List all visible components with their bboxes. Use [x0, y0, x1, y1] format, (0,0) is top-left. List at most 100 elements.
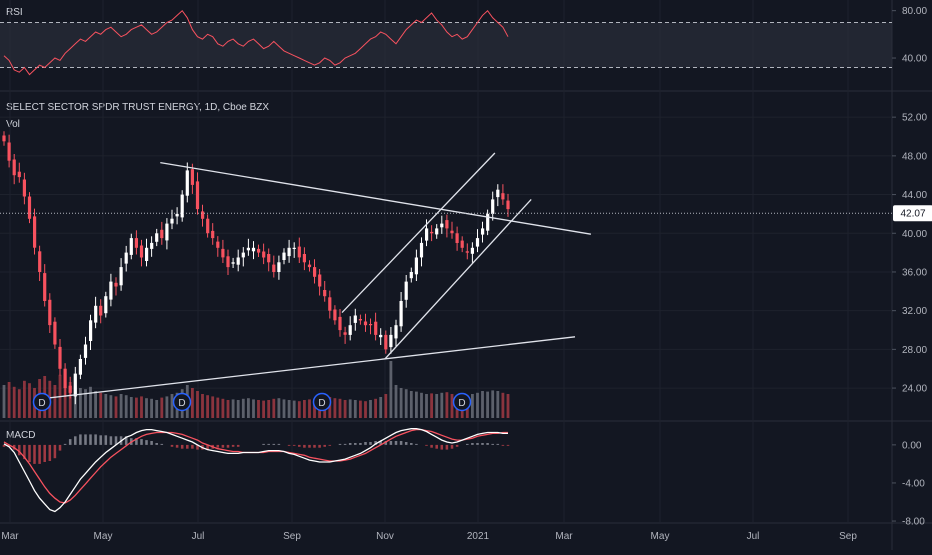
- volume-bar: [129, 397, 133, 418]
- price-tick-label: 24.00: [902, 384, 927, 395]
- volume-bar: [124, 395, 128, 418]
- candle-body: [145, 247, 149, 261]
- candle-body: [257, 248, 261, 253]
- price-tick-label: 32.00: [902, 306, 927, 317]
- dividend-marker-label: D: [458, 398, 465, 409]
- volume-bar: [501, 392, 505, 418]
- candle-body: [343, 332, 347, 335]
- volume-bar: [496, 391, 500, 418]
- volume-bar: [430, 393, 433, 418]
- candle-body: [241, 252, 245, 258]
- candle-body: [246, 247, 250, 251]
- volume-bar: [262, 400, 265, 418]
- candle-body: [348, 325, 352, 335]
- candle-body: [302, 254, 306, 263]
- volume-bar: [404, 389, 408, 418]
- last-price-badge: [893, 205, 932, 222]
- volume-bar: [135, 397, 138, 418]
- macd-pane: MACD: [6, 430, 35, 441]
- candle-body: [465, 251, 469, 253]
- candle-body: [43, 273, 47, 301]
- volume-bar: [348, 399, 352, 418]
- volume-bar: [216, 397, 220, 418]
- candle-body: [83, 344, 88, 358]
- candle-body: [180, 194, 184, 218]
- candle-body: [251, 247, 256, 252]
- volume-bar: [491, 390, 495, 418]
- dividend-marker-circle: [172, 392, 192, 412]
- volume-bar: [104, 394, 108, 418]
- rsi-pane: RSI: [6, 7, 23, 18]
- rsi-band: [0, 22, 892, 68]
- dividend-marker-label: D: [38, 398, 45, 409]
- volume-bar: [506, 394, 510, 418]
- volume-bar: [226, 400, 230, 418]
- candle-body: [333, 309, 337, 321]
- candle-body: [12, 159, 16, 176]
- candle-body: [475, 238, 480, 247]
- candle-body: [369, 324, 373, 326]
- candle-body: [430, 231, 434, 234]
- candle-body: [231, 262, 235, 264]
- price-tick-label: 52.00: [902, 113, 927, 124]
- candle-body: [338, 316, 342, 331]
- volume-bar: [374, 398, 377, 418]
- volume-bar: [486, 391, 489, 418]
- volume-bar: [445, 392, 449, 418]
- candle-body: [358, 319, 362, 321]
- candle-body: [155, 233, 159, 242]
- volume-bar: [308, 399, 311, 418]
- candle-body: [440, 223, 444, 228]
- volume-bar: [282, 399, 286, 418]
- dividend-marker-circle: [32, 392, 52, 412]
- candle-body: [491, 199, 495, 214]
- volume-bar: [23, 380, 26, 418]
- volume-bar: [17, 389, 21, 418]
- candle-body: [73, 373, 77, 397]
- macd-tick-label: -8.00: [902, 517, 925, 528]
- volume-bar: [425, 394, 428, 418]
- candle-body: [170, 218, 174, 224]
- volume-bar: [165, 396, 169, 418]
- candle-body: [318, 274, 322, 287]
- volume-bar: [440, 392, 444, 418]
- volume-bar: [272, 398, 276, 418]
- candle-body: [384, 334, 388, 350]
- volume-bar: [333, 398, 337, 418]
- candle-body: [104, 296, 108, 314]
- volume-bar: [145, 398, 148, 418]
- candle-body: [379, 334, 383, 338]
- volume-bar: [328, 397, 332, 418]
- volume-bar: [287, 400, 291, 418]
- volume-bar: [211, 396, 215, 418]
- price-tick-label: 40.00: [902, 229, 927, 240]
- macd-tick-label: 0.00: [902, 440, 922, 451]
- volume-bar: [28, 383, 31, 418]
- volume-bar: [155, 400, 159, 418]
- candle-body: [262, 251, 266, 258]
- x-tick-label: May: [94, 531, 113, 542]
- candle-body: [287, 247, 291, 257]
- candle-body: [236, 257, 240, 265]
- candle-body: [63, 368, 67, 389]
- candle-body: [68, 385, 72, 393]
- volume-bar: [236, 400, 240, 418]
- candle-body: [282, 252, 286, 260]
- candle-body: [353, 315, 357, 323]
- volume-bar: [435, 394, 439, 418]
- volume-bar: [140, 396, 143, 418]
- dividend-marker-circle: [452, 392, 472, 412]
- trendline: [384, 198, 532, 360]
- candle-body: [134, 238, 138, 248]
- candle-body: [292, 247, 296, 249]
- volume-bar: [359, 400, 362, 418]
- dividend-marker-icon: D: [172, 392, 192, 412]
- price-tick-label: 44.00: [902, 190, 927, 201]
- candle-body: [201, 211, 205, 219]
- volume-bar: [68, 382, 72, 418]
- candle-body: [313, 267, 317, 277]
- candle-body: [109, 281, 113, 300]
- trendline: [160, 161, 592, 235]
- volume-bar: [471, 394, 474, 418]
